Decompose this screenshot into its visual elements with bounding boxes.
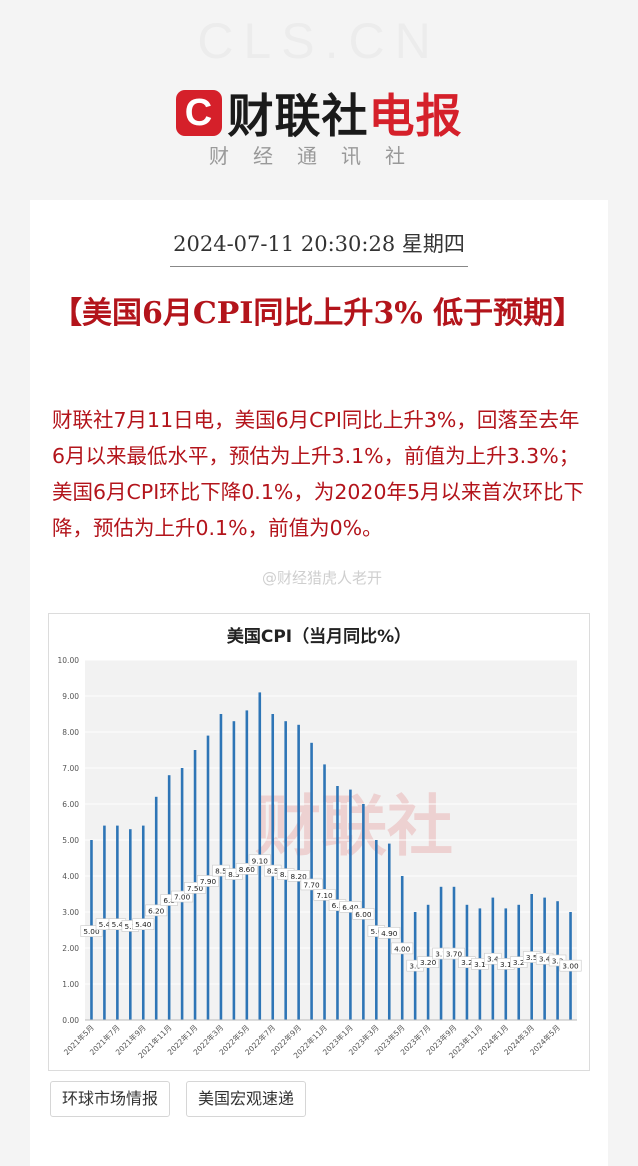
y-tick-label: 9.00 bbox=[62, 692, 79, 701]
data-label-box bbox=[132, 918, 155, 930]
tag-global-market[interactable]: 环球市场情报 bbox=[50, 1081, 171, 1117]
tag-us-macro[interactable]: 美国宏观速递 bbox=[186, 1081, 307, 1117]
data-label: 5.4 bbox=[112, 920, 124, 929]
y-tick-label: 6.00 bbox=[62, 800, 79, 809]
data-label: 5.3 bbox=[125, 922, 137, 931]
datetime-divider bbox=[170, 266, 468, 267]
data-label: 3.5 bbox=[526, 953, 538, 962]
chart-svg: 美国CPI（当月同比%） 财联社 0.00 1.00 2.00 3.00 4.00 5.00 6… bbox=[58, 626, 582, 1060]
data-label-box bbox=[171, 890, 194, 903]
article-body: 财联社7月11日电，美国6月CPI同比上升3%，回落至去年6月以来最低水平，预估… bbox=[52, 408, 585, 540]
data-label-box bbox=[352, 908, 375, 920]
data-label: 3.00 bbox=[562, 962, 579, 971]
data-label: 7.90 bbox=[200, 877, 217, 886]
data-label: 7.10 bbox=[316, 891, 333, 900]
data-label: 3.7 bbox=[435, 950, 447, 959]
data-label-box bbox=[559, 959, 582, 972]
chart-title: 美国CPI（当月同比%） bbox=[227, 626, 411, 647]
data-label-box bbox=[442, 947, 465, 960]
data-label: 5.00 bbox=[83, 927, 100, 936]
y-tick-label: 4.00 bbox=[62, 872, 79, 881]
data-label-box bbox=[417, 956, 440, 969]
data-label: 7.50 bbox=[187, 884, 204, 893]
data-label: 7.00 bbox=[174, 893, 191, 902]
y-tick-label: 5.00 bbox=[62, 836, 79, 845]
data-label: 3.70 bbox=[446, 950, 463, 959]
data-label: 3.4 bbox=[539, 955, 551, 964]
y-tick-label: 8.00 bbox=[62, 728, 79, 737]
data-label: 8.3 bbox=[228, 870, 240, 879]
y-tick-label: 3.00 bbox=[62, 908, 79, 917]
data-label-box bbox=[248, 854, 271, 867]
y-tick-label: 7.00 bbox=[62, 764, 79, 773]
data-label-box bbox=[145, 904, 168, 917]
data-label: 5.0 bbox=[371, 927, 383, 936]
data-label: 3.1 bbox=[474, 960, 486, 969]
data-label: 3.2 bbox=[513, 958, 525, 967]
chart-watermark: 财联社 bbox=[255, 788, 453, 865]
author-watermark: @财经猎虎人老开 bbox=[262, 569, 383, 587]
brand-logo-letter: C bbox=[184, 92, 213, 134]
data-label-box bbox=[197, 875, 220, 887]
data-label-box bbox=[391, 942, 414, 955]
data-label-box bbox=[339, 901, 362, 913]
agency-label: 财经通讯社 bbox=[209, 144, 429, 168]
data-label: 6.40 bbox=[342, 903, 359, 912]
data-label: 4.90 bbox=[381, 929, 398, 938]
data-label-box bbox=[378, 927, 401, 939]
data-label-box bbox=[287, 870, 310, 882]
brand-name-red: 电报 bbox=[368, 89, 463, 143]
data-label-box bbox=[184, 882, 207, 894]
data-label: 8.20 bbox=[291, 872, 308, 881]
tag-list: 环球市场情报 美国宏观速递 bbox=[50, 1081, 322, 1117]
data-label: 3.4 bbox=[487, 955, 499, 964]
data-label: 3.1 bbox=[500, 960, 512, 969]
y-tick-label: 10.00 bbox=[58, 656, 80, 665]
data-label: 8.5 bbox=[215, 867, 227, 876]
site-url-watermark: CLS.CN bbox=[197, 13, 441, 69]
data-label: 9.10 bbox=[252, 856, 269, 865]
data-label-box bbox=[313, 889, 336, 901]
data-label: 3.0 bbox=[409, 962, 421, 971]
data-label: 6.20 bbox=[148, 906, 165, 915]
data-label-box bbox=[235, 863, 258, 875]
data-label: 8.5 bbox=[267, 867, 279, 876]
data-label: 6.8 bbox=[163, 896, 175, 905]
data-label: 8.60 bbox=[239, 865, 256, 874]
cpi-chart: 美国CPI（当月同比%） 财联社 0.00 1.00 2.00 3.00 4.00 5.00 6… bbox=[48, 613, 590, 1071]
data-label: 4.00 bbox=[394, 944, 411, 953]
data-label: 6.5 bbox=[332, 901, 344, 910]
y-tick-label: 2.00 bbox=[62, 944, 79, 953]
data-label-box bbox=[80, 925, 103, 937]
article-datetime: 2024-07-11 20:30:28 星期四 bbox=[173, 232, 465, 256]
data-label: 7.70 bbox=[303, 880, 320, 889]
y-tick-label: 1.00 bbox=[62, 980, 79, 989]
data-label: 5.40 bbox=[135, 920, 152, 929]
brand-name-black: 财联社 bbox=[227, 89, 369, 143]
brand-name: 财联社电报 bbox=[228, 80, 463, 146]
data-label-box bbox=[300, 878, 323, 891]
data-label: 8.3 bbox=[280, 870, 292, 879]
data-label: 5.4 bbox=[99, 920, 111, 929]
brand-logo-icon: C bbox=[175, 90, 222, 136]
data-label: 3.2 bbox=[461, 958, 473, 967]
brand-header: C 财联社电报 bbox=[0, 80, 638, 146]
data-label: 6.00 bbox=[355, 910, 372, 919]
data-label: 3.3 bbox=[552, 956, 564, 965]
data-label: 3.20 bbox=[420, 958, 437, 967]
article-headline: 【美国6月CPI同比上升3% 低于预期】 bbox=[52, 296, 584, 331]
y-tick-label: 0.00 bbox=[62, 1016, 79, 1025]
